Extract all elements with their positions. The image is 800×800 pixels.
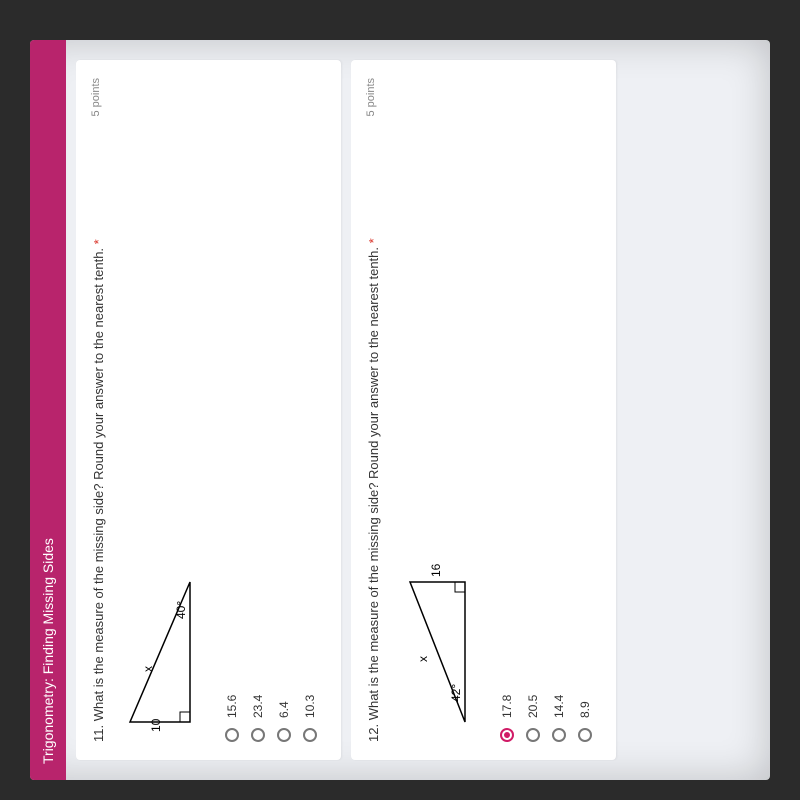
radio-icon [277,728,291,742]
device-frame: Trigonometry: Finding Missing Sides 11. … [0,0,800,800]
q-body: What is the measure of the missing side?… [91,248,106,721]
angle-40-label: 40° [174,601,188,619]
option-label: 17.8 [500,695,514,718]
question-row: 11. What is the measure of the missing s… [90,78,108,742]
angle-42-label: 42° [449,684,463,702]
triangle-figure-11: 10 40° x [120,562,200,732]
radio-icon [526,728,540,742]
option-label: 20.5 [526,695,540,718]
option-label: 10.3 [303,695,317,718]
screen-rotation-wrap: Trigonometry: Finding Missing Sides 11. … [30,40,770,780]
question-row: 12. What is the measure of the missing s… [365,78,383,742]
points-label: 5 points [90,78,102,117]
option-12-d[interactable]: 8.9 [572,78,598,742]
option-11-a[interactable]: 15.6 [219,78,245,742]
required-marker: * [366,238,381,243]
option-12-a[interactable]: 17.8 [494,78,520,742]
question-card-11: 11. What is the measure of the missing s… [76,60,341,760]
option-11-c[interactable]: 6.4 [271,78,297,742]
option-label: 6.4 [277,701,291,718]
triangle-figure-12: 16 42° x [395,562,475,732]
option-12-c[interactable]: 14.4 [546,78,572,742]
side-16-label: 16 [429,563,443,577]
q-body: What is the measure of the missing side?… [366,247,381,720]
points-label: 5 points [365,78,377,117]
option-11-b[interactable]: 23.4 [245,78,271,742]
radio-icon [251,728,265,742]
radio-icon [500,728,514,742]
unknown-x-label: x [416,656,430,662]
option-11-d[interactable]: 10.3 [297,78,323,742]
question-card-12: 12. What is the measure of the missing s… [351,60,616,760]
option-label: 14.4 [552,695,566,718]
radio-icon [578,728,592,742]
options-list-12: 17.8 20.5 14.4 8.9 [494,78,598,742]
side-10-label: 10 [149,718,163,732]
radio-icon [303,728,317,742]
question-text: 12. What is the measure of the missing s… [365,238,383,742]
radio-icon [552,728,566,742]
unknown-x-label: x [141,666,155,672]
question-text: 11. What is the measure of the missing s… [90,239,108,742]
options-list-11: 15.6 23.4 6.4 10.3 [219,78,323,742]
form-header: Trigonometry: Finding Missing Sides [30,40,66,780]
option-12-b[interactable]: 20.5 [520,78,546,742]
q-number: 12. [366,724,381,742]
header-title: Trigonometry: Finding Missing Sides [40,538,56,764]
radio-icon [225,728,239,742]
screen: Trigonometry: Finding Missing Sides 11. … [30,40,770,780]
required-marker: * [91,239,106,244]
option-label: 23.4 [251,695,265,718]
option-label: 8.9 [578,701,592,718]
option-label: 15.6 [225,695,239,718]
q-number: 11. [91,725,106,742]
